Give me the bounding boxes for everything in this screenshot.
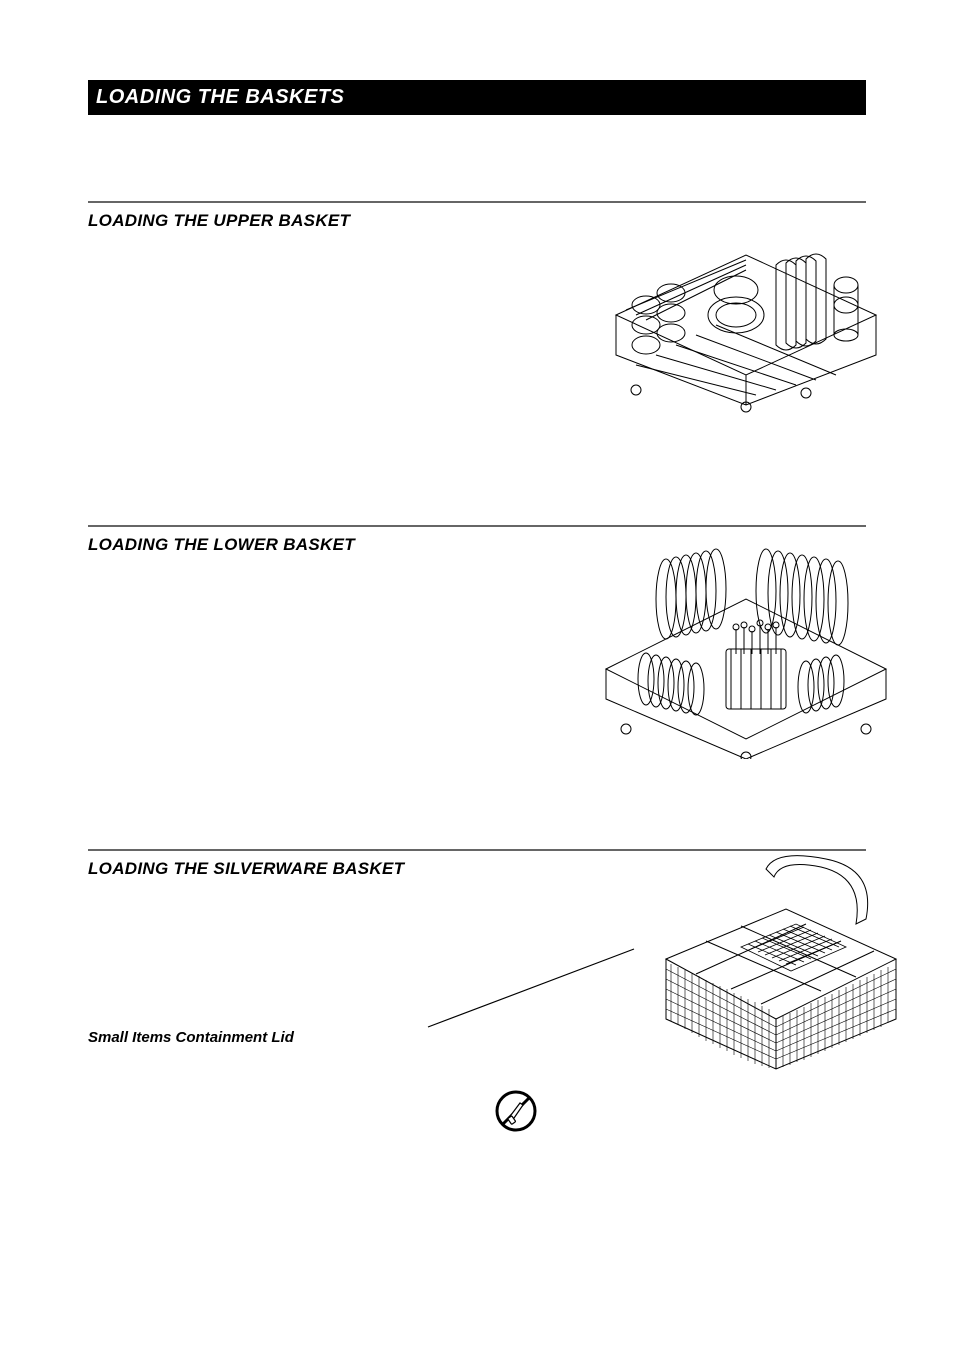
upper-basket-illustration	[586, 195, 906, 415]
no-knife-icon	[494, 1089, 538, 1133]
section-upper-basket: LOADING THE UPPER BASKET	[88, 201, 866, 471]
upper-basket-loaded-icon	[586, 195, 906, 415]
silverware-basket-icon	[646, 849, 906, 1079]
pointer-line-icon	[428, 949, 658, 1039]
prohibit-icon-wrapper	[494, 1089, 538, 1133]
section-silverware-basket: LOADING THE SILVERWARE BASKET Small Item…	[88, 849, 866, 1149]
lower-basket-loaded-icon	[586, 519, 906, 759]
page-main-header: LOADING THE BASKETS	[88, 80, 866, 115]
lower-basket-illustration	[586, 519, 906, 759]
section-lower-basket: LOADING THE LOWER BASKET	[88, 525, 866, 795]
silverware-basket-illustration	[646, 849, 906, 1079]
